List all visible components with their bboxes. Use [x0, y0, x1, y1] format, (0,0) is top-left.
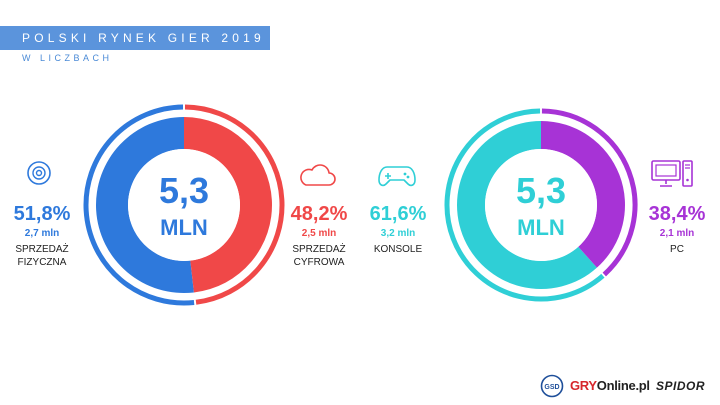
outer-ring-pc	[541, 108, 638, 277]
stat-physical-desc-line-1: SPRZEDAŻ	[15, 244, 69, 255]
outer-ring-physical	[83, 104, 195, 306]
gryonline-logo-part-2: Online.pl	[596, 378, 650, 393]
donut-center-unit: MLN	[517, 215, 565, 240]
outer-ring-digital	[184, 104, 285, 305]
spidor-logo: SPIDOR	[656, 379, 706, 393]
donut-hole	[128, 149, 240, 261]
donut-slice-consoles	[457, 121, 597, 289]
stat-digital-desc-line-2: CYFROWA	[293, 257, 345, 268]
gsd-logo: GSD	[540, 374, 564, 398]
donut-center-unit: MLN	[160, 215, 208, 240]
stat-digital-description: SPRZEDAŻ CYFROWA	[279, 243, 359, 269]
stat-physical-description: SPRZEDAŻ FIZYCZNA	[2, 243, 82, 269]
disc-icon	[27, 161, 51, 185]
gryonline-logo: GRYOnline.pl	[570, 378, 650, 393]
header-bar: POLSKI RYNEK GIER 2019	[0, 26, 270, 50]
stat-consoles-desc-line-1: KONSOLE	[373, 244, 423, 255]
donut-center-value: 5,3	[159, 170, 209, 211]
stat-consoles: 61,6% 3,2 mln KONSOLE	[358, 203, 438, 256]
gryonline-logo-part-1: GRY	[570, 378, 597, 393]
donut-slice-physical	[96, 117, 194, 293]
outer-ring-consoles	[444, 108, 605, 302]
stat-pc-description: PC	[637, 243, 717, 256]
computer-icon	[651, 160, 693, 187]
page-subtitle: W LICZBACH	[22, 53, 113, 63]
stat-consoles-amount: 3,2 mln	[380, 228, 416, 239]
donut-chart-consoles-pc: 5,3 MLN	[444, 108, 638, 302]
page-title: POLSKI RYNEK GIER 2019	[22, 31, 265, 45]
stat-consoles-description: KONSOLE	[358, 243, 438, 256]
stat-consoles-percent: 61,6%	[369, 203, 427, 225]
stat-digital-desc-line-1: SPRZEDAŻ	[292, 244, 346, 255]
gamepad-icon	[378, 166, 416, 187]
gsd-logo-text: GSD	[544, 384, 559, 391]
donut-hole	[485, 149, 597, 261]
stat-pc-desc-line-1: PC	[670, 244, 684, 255]
stat-pc-amount: 2,1 mln	[659, 228, 695, 239]
stat-digital-percent: 48,2%	[290, 203, 348, 225]
stat-physical-desc-line-2: FIZYCZNA	[17, 257, 67, 268]
stat-physical-amount: 2,7 mln	[24, 228, 60, 239]
stat-pc-percent: 38,4%	[648, 203, 706, 225]
stat-physical-percent: 51,8%	[13, 203, 71, 225]
stat-physical: 51,8% 2,7 mln SPRZEDAŻ FIZYCZNA	[2, 203, 82, 269]
stat-digital: 48,2% 2,5 mln SPRZEDAŻ CYFROWA	[279, 203, 359, 269]
stat-digital-amount: 2,5 mln	[301, 228, 337, 239]
donut-slice-digital	[184, 117, 273, 293]
donut-center-value: 5,3	[516, 170, 566, 211]
stat-pc: 38,4% 2,1 mln PC	[637, 203, 717, 256]
cloud-icon	[300, 164, 336, 186]
donut-slice-pc	[541, 121, 625, 268]
donut-chart-physical-digital: 5,3 MLN	[83, 104, 285, 306]
